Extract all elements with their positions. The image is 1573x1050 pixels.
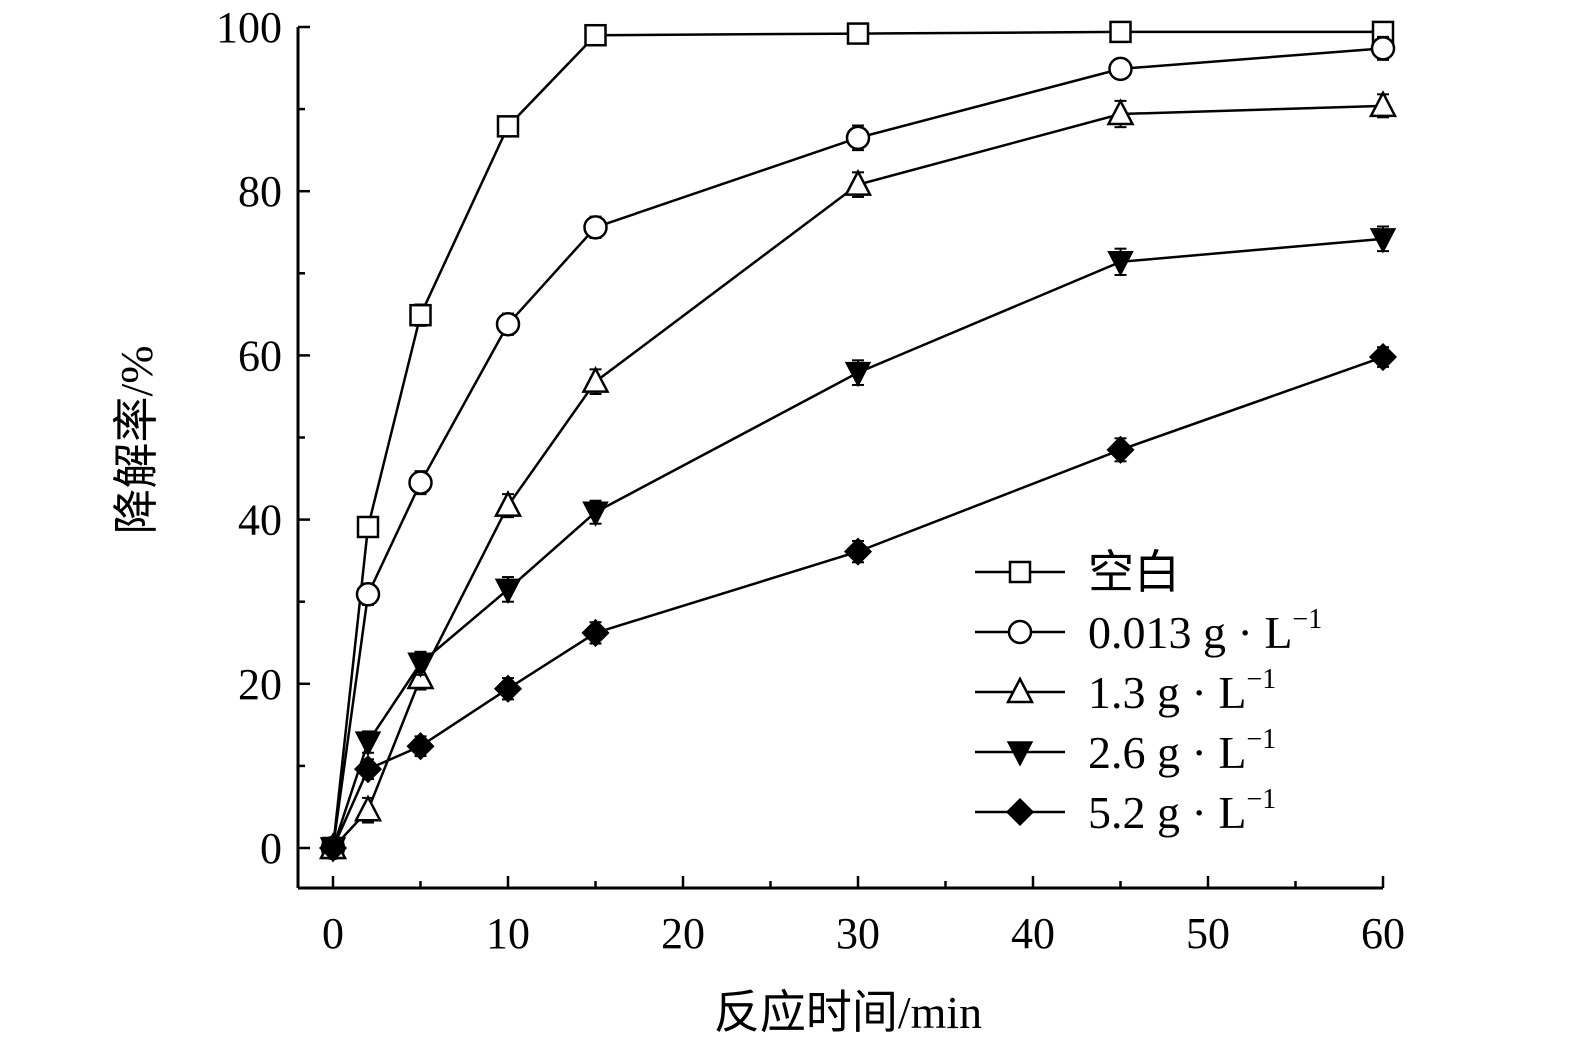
- legend-label: 1.3 g · L−1: [1088, 664, 1276, 718]
- data-point: [581, 618, 610, 647]
- data-point: [353, 794, 383, 822]
- series-group: [318, 20, 1398, 863]
- y-axis-label: 降解率/%: [111, 345, 162, 534]
- x-tick-label: 40: [1011, 909, 1055, 958]
- data-point: [406, 732, 435, 761]
- data-point: [1106, 98, 1135, 126]
- legend-marker: [1005, 676, 1035, 704]
- data-point: [408, 470, 433, 495]
- legend-marker: [1005, 797, 1035, 827]
- axes: 0 10 20 30 40 50 60 0 20 40 60 80 100: [216, 3, 1405, 958]
- y-tick-label: 100: [216, 3, 282, 52]
- data-point: [843, 537, 873, 566]
- legend-unit-exponent: −1: [1246, 784, 1276, 815]
- y-tick-label: 80: [238, 167, 282, 216]
- y-tick-label: 0: [260, 824, 282, 873]
- data-point: [409, 303, 432, 327]
- legend-label: 5.2 g · L−1: [1088, 784, 1276, 838]
- data-point: [1109, 20, 1132, 44]
- legend-label: 2.6 g · L−1: [1088, 724, 1276, 778]
- data-point: [318, 833, 348, 863]
- data-point: [843, 168, 873, 196]
- series-line: [331, 237, 1384, 849]
- legend-marker: [1006, 741, 1034, 767]
- data-point: [1368, 90, 1398, 118]
- data-point: [1106, 435, 1135, 464]
- data-point: [356, 515, 380, 539]
- data-point: [1368, 342, 1398, 372]
- series-line: [331, 47, 1384, 849]
- data-point: [582, 501, 609, 527]
- x-tick-label: 20: [661, 909, 705, 958]
- x-tick-label: 10: [486, 909, 530, 958]
- series-1: [320, 35, 1396, 861]
- legend-unit-exponent: −1: [1292, 604, 1322, 635]
- data-point: [845, 125, 871, 151]
- data-point: [583, 215, 608, 240]
- data-point: [353, 755, 383, 784]
- legend-unit-exponent: −1: [1246, 664, 1276, 695]
- y-tick-label: 40: [238, 496, 282, 545]
- legend-unit-exponent: −1: [1246, 724, 1276, 755]
- data-point: [846, 22, 870, 45]
- series-4: [318, 342, 1398, 863]
- y-tick-label: 20: [238, 660, 282, 709]
- data-point: [1370, 36, 1396, 61]
- data-point: [1108, 56, 1133, 82]
- x-tick-label: 0: [322, 909, 344, 958]
- series-line: [332, 104, 1384, 849]
- legend-label: 0.013 g · L−1: [1088, 604, 1322, 658]
- data-point: [493, 674, 523, 703]
- series-line: [331, 30, 1383, 849]
- legend-label: 空白: [1088, 547, 1180, 598]
- data-point: [407, 652, 434, 678]
- data-point: [496, 115, 520, 138]
- data-point: [355, 582, 381, 607]
- legend: 空白 0.013 g · L−1 1.3 g · L−1 2.6 g · L−1 5.2…: [975, 547, 1322, 838]
- data-point: [495, 311, 521, 337]
- y-tick-label: 60: [238, 331, 282, 380]
- data-point: [584, 23, 607, 47]
- data-point: [581, 365, 610, 393]
- data-point: [1369, 228, 1397, 254]
- x-tick-label: 60: [1361, 909, 1405, 958]
- data-point: [493, 489, 523, 517]
- data-point: [844, 361, 872, 388]
- legend-marker: [1007, 619, 1033, 645]
- data-point: [1107, 251, 1134, 277]
- legend-marker: [1008, 560, 1032, 584]
- data-point: [354, 731, 382, 757]
- x-axis-label: 反应时间/min: [714, 987, 982, 1038]
- x-tick-label: 30: [836, 909, 880, 958]
- x-tick-label: 50: [1186, 909, 1230, 958]
- series-3: [319, 225, 1397, 863]
- data-point: [494, 578, 522, 605]
